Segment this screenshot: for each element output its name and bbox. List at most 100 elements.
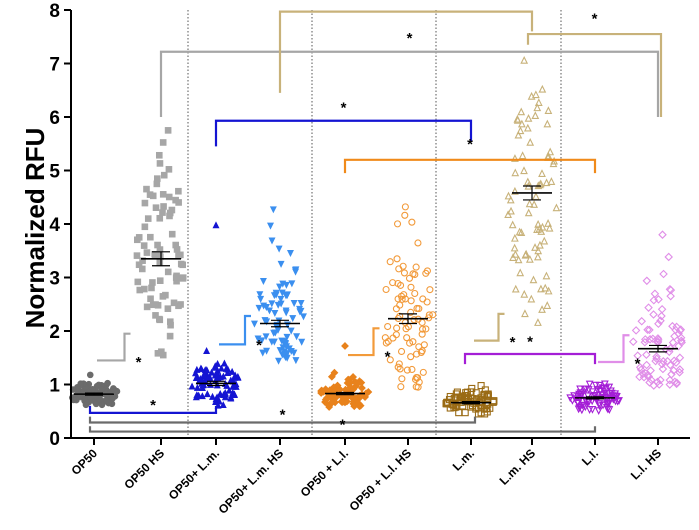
data-point: [637, 316, 647, 326]
divider-layer: [187, 10, 562, 438]
data-point: [135, 261, 143, 269]
data-point: [393, 255, 401, 263]
data-point: [666, 344, 675, 353]
data-point: [384, 322, 392, 331]
data-point: [159, 209, 166, 216]
data-point: [511, 249, 520, 258]
data-point: [222, 364, 230, 372]
data-point: [146, 191, 154, 198]
x-tick-label: L.l.: [579, 446, 601, 468]
data-point: [585, 406, 594, 414]
data-point: [156, 277, 164, 284]
data-point: [643, 325, 652, 335]
data-point: [395, 360, 403, 368]
data-point: [193, 391, 201, 399]
data-point: [531, 111, 540, 120]
data-point: [534, 98, 543, 106]
data-point: [355, 402, 364, 411]
data-point: [504, 210, 513, 219]
y-tick-label: 4: [49, 215, 60, 236]
data-point: [580, 401, 588, 410]
data-point: [481, 390, 489, 398]
data-point: [595, 402, 604, 411]
data-point: [155, 151, 163, 159]
data-point: [254, 335, 262, 343]
data-point: [419, 368, 427, 376]
data-point: [533, 252, 542, 261]
data-point: [268, 237, 276, 245]
data-point: [413, 304, 421, 312]
data-point: [277, 260, 285, 268]
data-point: [325, 403, 334, 411]
data-point: [657, 311, 666, 321]
data-point: [538, 169, 546, 177]
data-point: [256, 291, 264, 299]
data-point: [393, 324, 401, 332]
data-point: [546, 147, 555, 156]
data-point: [86, 371, 94, 379]
significance-bracket: [219, 314, 251, 346]
data-point: [646, 366, 655, 375]
data-point: [408, 218, 416, 226]
data-point: [148, 284, 155, 292]
data-point: [511, 284, 520, 293]
data-point: [611, 392, 620, 401]
data-point: [394, 363, 402, 371]
data-point: [601, 380, 609, 389]
data-point: [330, 368, 339, 377]
data-point: [214, 370, 222, 377]
data-point: [159, 351, 167, 359]
data-point: [278, 289, 286, 297]
data-point: [141, 223, 149, 231]
data-point: [275, 245, 283, 253]
data-point: [530, 200, 539, 208]
data-point: [212, 398, 220, 406]
data-point: [386, 258, 394, 266]
data-point: [386, 356, 394, 364]
data-point: [154, 241, 161, 249]
data-point: [289, 315, 297, 323]
data-point: [635, 363, 645, 372]
x-tick-label: OP50: [69, 446, 101, 478]
data-point: [393, 220, 402, 228]
data-point: [93, 382, 101, 390]
data-point: [406, 339, 414, 347]
data-point: [280, 338, 288, 346]
data-point: [277, 295, 285, 303]
data-point: [644, 303, 653, 312]
data-point: [382, 285, 390, 294]
data-point: [580, 385, 589, 394]
significance-bracket: [88, 405, 218, 414]
data-point: [467, 388, 475, 396]
data-point: [659, 269, 668, 279]
data-point: [549, 159, 558, 168]
data-point: [282, 309, 290, 317]
significance-star: *: [407, 30, 413, 47]
data-point: [408, 365, 416, 374]
data-point: [282, 281, 290, 289]
data-point: [259, 277, 267, 285]
data-point: [296, 305, 304, 313]
data-point: [633, 351, 642, 360]
data-point: [159, 139, 167, 146]
data-point: [362, 389, 370, 398]
data-point: [231, 373, 238, 381]
data-point: [350, 402, 359, 411]
data-point: [455, 409, 463, 417]
data-point: [140, 242, 148, 249]
data-point: [411, 289, 419, 298]
data-point: [152, 301, 159, 308]
significance-bracket: [214, 119, 473, 147]
data-point: [535, 224, 544, 233]
data-point: [490, 397, 498, 405]
data-point: [418, 330, 426, 338]
data-point: [664, 252, 673, 262]
data-point: [675, 368, 684, 377]
data-point: [165, 193, 173, 201]
data-point: [537, 284, 545, 293]
data-point: [276, 283, 284, 291]
data-point: [398, 375, 406, 383]
data-point: [219, 401, 227, 409]
data-point: [162, 291, 169, 299]
